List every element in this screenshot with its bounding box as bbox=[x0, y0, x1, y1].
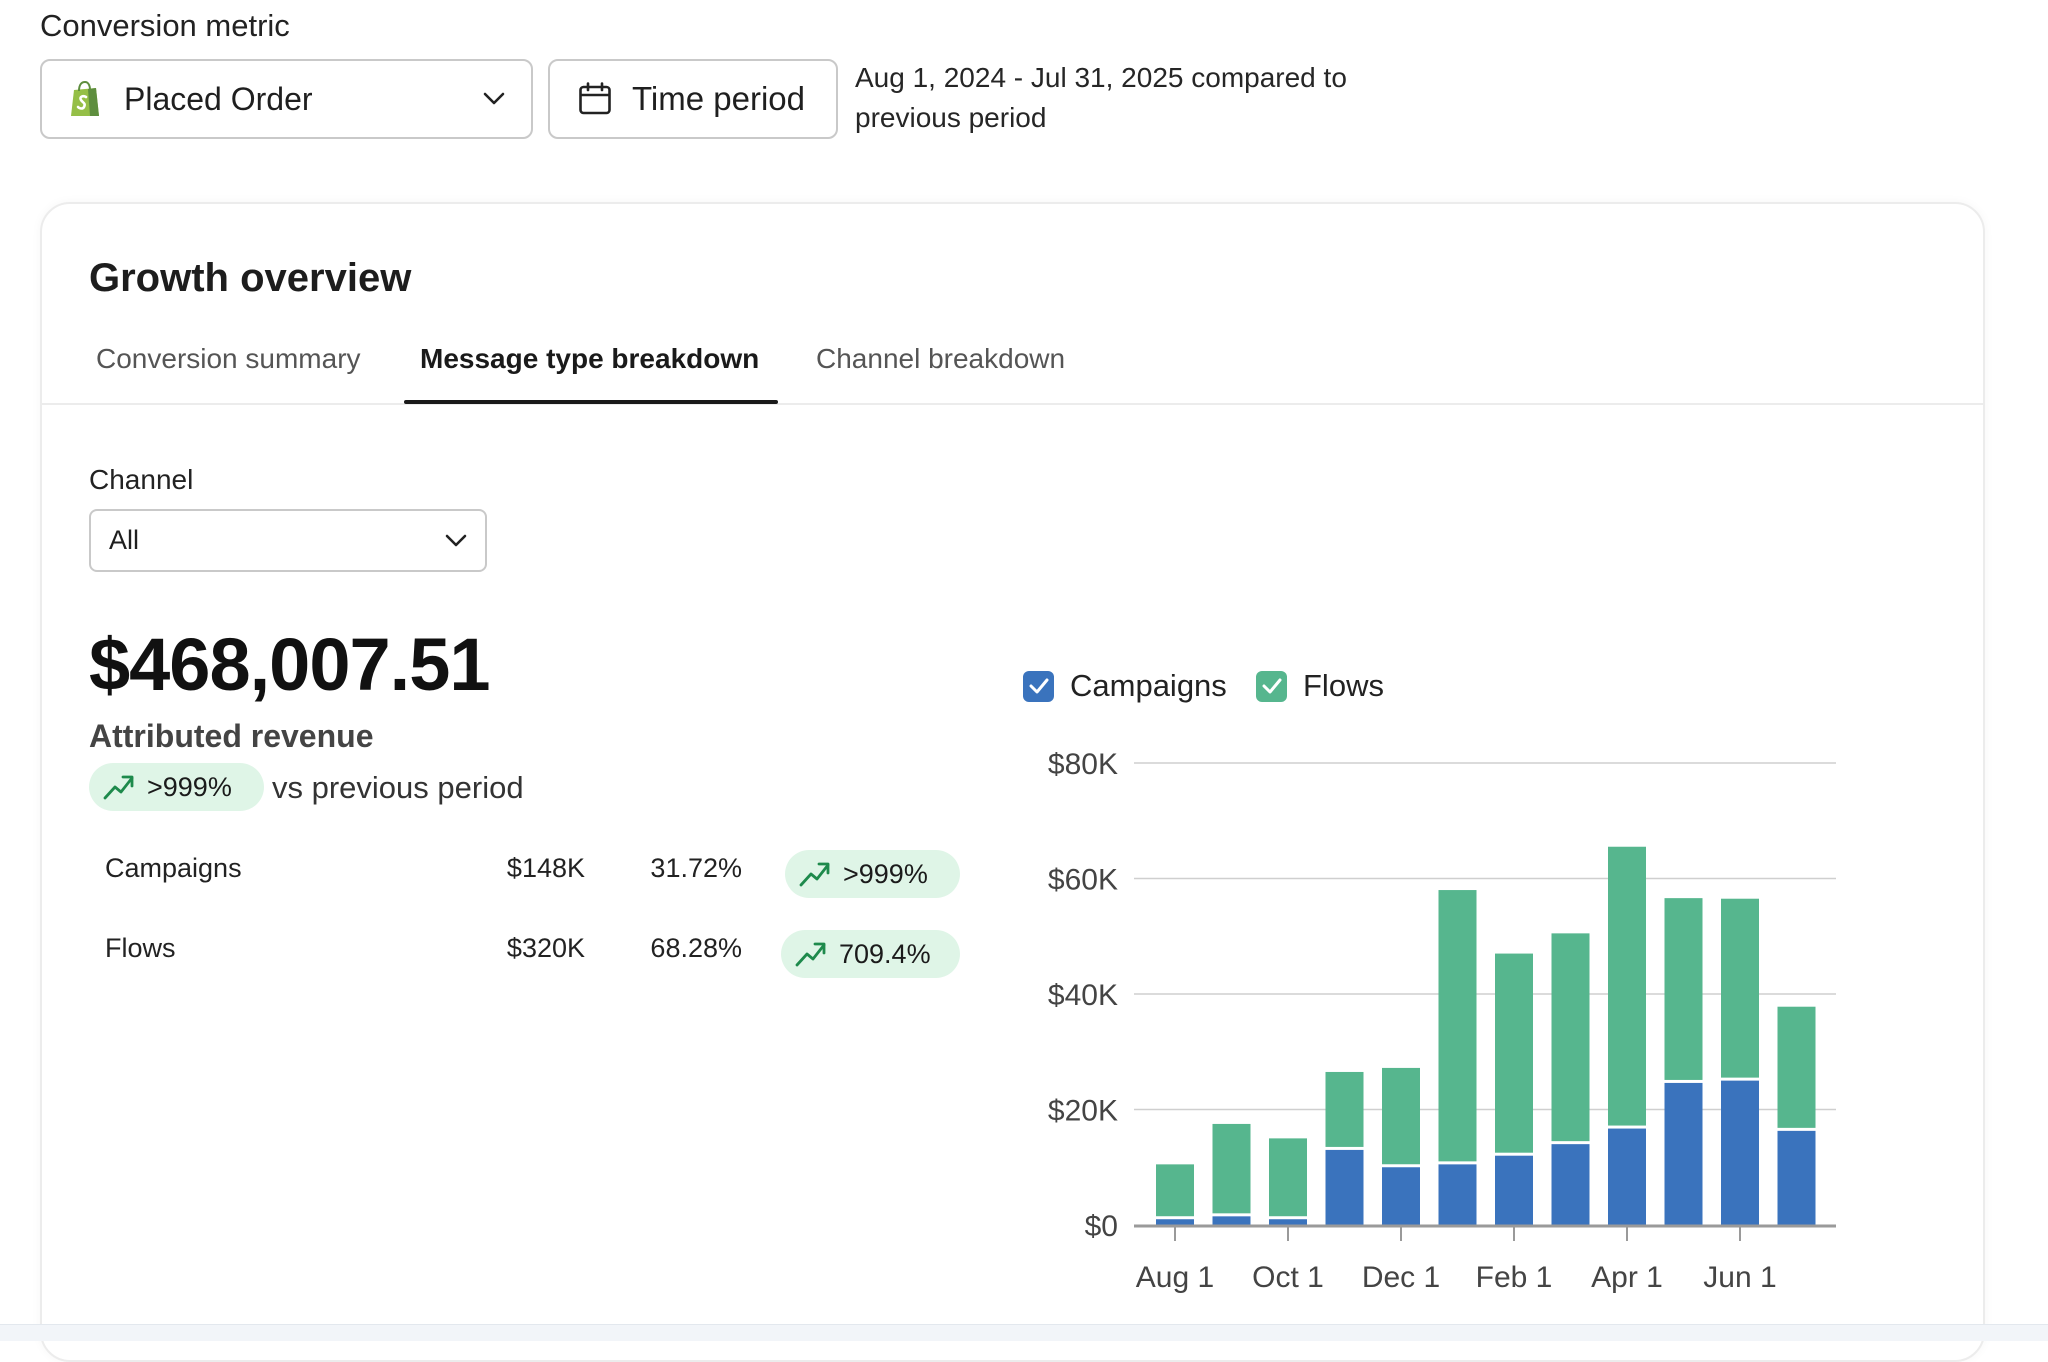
y-tick-label: $40K bbox=[1048, 979, 1118, 1012]
channel-label: Channel bbox=[89, 464, 194, 495]
conversion-metric-value: Placed Order bbox=[124, 80, 313, 117]
bar-campaigns bbox=[1325, 1149, 1364, 1225]
trend-up-icon bbox=[799, 860, 831, 888]
vs-previous-period-text: vs previous period bbox=[272, 770, 524, 805]
conversion-metric-label: Conversion metric bbox=[40, 8, 290, 43]
bar-campaigns bbox=[1212, 1216, 1251, 1225]
revenue-stacked-bar-chart: $0 $20K $40K $60K $80K Aug 1 Oct 1 Dec 1 Feb 1 Ap… bbox=[1048, 748, 1836, 1294]
chevron-down-icon bbox=[445, 534, 467, 548]
row-flows-change: 709.4% bbox=[839, 938, 931, 969]
row-campaigns-change-badge: >999% bbox=[785, 850, 960, 898]
row-flows-share: 68.28% bbox=[650, 933, 742, 963]
row-flows-change-badge: 709.4% bbox=[781, 930, 960, 978]
calendar-icon bbox=[578, 82, 612, 116]
checkbox-checked-icon bbox=[1023, 670, 1054, 702]
legend-flows-label: Flows bbox=[1303, 668, 1384, 703]
row-campaigns-share: 31.72% bbox=[650, 853, 742, 883]
tab-channel-breakdown[interactable]: Channel breakdown bbox=[816, 343, 1066, 374]
channel-select[interactable]: All bbox=[89, 509, 487, 572]
shopify-bag-icon bbox=[68, 80, 102, 118]
bar-flows bbox=[1382, 1067, 1420, 1165]
bar-flows bbox=[1721, 898, 1759, 1078]
x-tick-label: Feb 1 bbox=[1476, 1261, 1553, 1294]
bar-campaigns bbox=[1156, 1219, 1194, 1225]
bar-flows bbox=[1438, 890, 1477, 1162]
revenue-change-badge: >999% bbox=[89, 763, 264, 811]
growth-overview-card bbox=[40, 202, 1985, 1362]
x-tick-label: Apr 1 bbox=[1591, 1261, 1663, 1294]
x-tick-label: Dec 1 bbox=[1362, 1261, 1440, 1294]
date-range-line-1: Aug 1, 2024 - Jul 31, 2025 compared to bbox=[855, 62, 1347, 93]
date-range-line-2: previous period bbox=[855, 102, 1047, 133]
bar-campaigns bbox=[1438, 1164, 1477, 1225]
row-campaigns-change: >999% bbox=[843, 858, 928, 889]
bar-flows bbox=[1551, 933, 1590, 1142]
bar-campaigns bbox=[1721, 1080, 1759, 1225]
legend-campaigns-toggle[interactable]: Campaigns bbox=[1023, 668, 1227, 704]
bar-campaigns bbox=[1495, 1155, 1533, 1225]
row-flows-amount: $320K bbox=[506, 933, 585, 963]
x-tick-label: Aug 1 bbox=[1136, 1261, 1214, 1294]
bar-flows bbox=[1212, 1123, 1251, 1214]
time-period-button[interactable]: Time period bbox=[548, 59, 838, 139]
y-tick-label: $80K bbox=[1048, 748, 1118, 781]
attributed-revenue-label: Attributed revenue bbox=[89, 718, 374, 754]
bar-flows bbox=[1156, 1164, 1194, 1217]
bar-flows bbox=[1325, 1071, 1364, 1147]
trend-up-icon bbox=[103, 773, 135, 801]
revenue-change-value: >999% bbox=[147, 771, 232, 802]
tab-message-type-breakdown[interactable]: Message type breakdown bbox=[420, 343, 760, 374]
bar-flows bbox=[1269, 1138, 1307, 1217]
bar-campaigns bbox=[1551, 1144, 1590, 1225]
legend-campaigns-label: Campaigns bbox=[1070, 668, 1227, 703]
row-flows-name: Flows bbox=[105, 933, 176, 963]
bar-flows bbox=[1664, 898, 1703, 1080]
bar-campaigns bbox=[1777, 1130, 1816, 1225]
channel-select-value: All bbox=[109, 525, 140, 555]
y-tick-label: $0 bbox=[1085, 1210, 1118, 1243]
bar-campaigns bbox=[1608, 1128, 1646, 1225]
time-period-label: Time period bbox=[632, 80, 806, 117]
x-tick-label: Jun 1 bbox=[1703, 1261, 1776, 1294]
y-tick-label: $20K bbox=[1048, 1095, 1118, 1128]
row-campaigns-name: Campaigns bbox=[105, 853, 242, 883]
bar-flows bbox=[1608, 846, 1646, 1126]
row-campaigns-amount: $148K bbox=[506, 853, 585, 883]
attributed-revenue-value: $468,007.51 bbox=[89, 623, 491, 706]
checkbox-checked-icon bbox=[1256, 670, 1287, 702]
date-range-text: Aug 1, 2024 - Jul 31, 2025 compared to p… bbox=[855, 58, 1415, 138]
bar-flows bbox=[1777, 1006, 1816, 1128]
conversion-metric-select[interactable]: Placed Order bbox=[40, 59, 533, 139]
legend-flows-toggle[interactable]: Flows bbox=[1256, 668, 1384, 704]
page-bottom-bar bbox=[0, 1324, 2048, 1341]
bar-flows bbox=[1495, 953, 1533, 1153]
trend-up-icon bbox=[795, 940, 827, 968]
tab-conversion-summary[interactable]: Conversion summary bbox=[96, 343, 361, 374]
card-title: Growth overview bbox=[89, 256, 412, 300]
tabs-divider bbox=[42, 403, 1983, 405]
active-tab-indicator bbox=[404, 400, 778, 404]
bar-campaigns bbox=[1664, 1082, 1703, 1225]
y-tick-label: $60K bbox=[1048, 864, 1118, 897]
chevron-down-icon bbox=[483, 92, 505, 106]
bar-campaigns bbox=[1269, 1219, 1307, 1225]
bar-campaigns bbox=[1382, 1167, 1420, 1225]
x-tick-label: Oct 1 bbox=[1252, 1261, 1324, 1294]
